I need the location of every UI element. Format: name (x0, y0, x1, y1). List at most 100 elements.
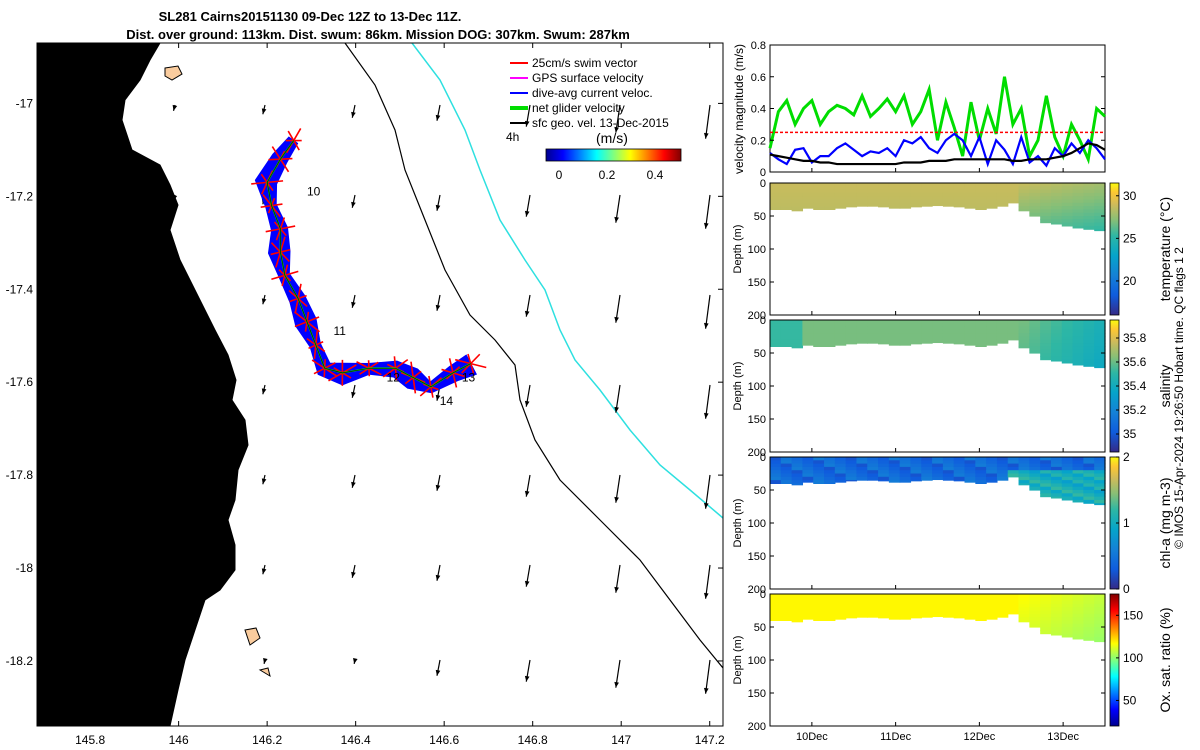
section-cell (964, 333, 976, 338)
section-cell (996, 333, 1009, 338)
section-cell (1072, 496, 1084, 501)
section-cell (1072, 620, 1084, 625)
section-cell (1040, 490, 1052, 494)
section-cell (932, 183, 944, 187)
section-cell (996, 463, 1009, 468)
section-cell (824, 617, 836, 621)
section-cell (1072, 617, 1084, 621)
geo-arrow (261, 564, 267, 575)
section-cell (824, 186, 836, 191)
section-cell (1061, 496, 1074, 501)
section-cell (899, 189, 912, 194)
section-cell (1094, 617, 1106, 621)
section-cell (1083, 610, 1095, 615)
geo-arrow-head (435, 394, 441, 401)
section-cell (791, 473, 804, 478)
section-cell (1029, 597, 1041, 602)
section-cell (953, 320, 966, 324)
swim-vector (311, 359, 326, 369)
section-cell (802, 476, 814, 481)
section-cell (1050, 480, 1063, 484)
section-cell (986, 202, 998, 207)
section-cell (899, 597, 912, 602)
section-cell (878, 183, 890, 187)
section-cell (791, 457, 804, 461)
section-cell (1007, 333, 1020, 338)
geo-arrow (435, 104, 441, 121)
section-cell (1072, 323, 1084, 328)
section-cell (834, 470, 847, 475)
geo-arrow-shaft (704, 659, 711, 694)
section-cell (996, 457, 1009, 461)
section-cell (975, 610, 987, 615)
swim-vector (455, 358, 471, 365)
section-cell (942, 473, 955, 478)
section-cell (1018, 457, 1030, 461)
section-cell (845, 607, 858, 612)
section-cell (878, 186, 890, 191)
section-cell (856, 460, 868, 465)
section-cell (899, 339, 912, 344)
section-cell (1061, 222, 1074, 227)
section-cell (1040, 326, 1052, 331)
section-cell (770, 202, 782, 207)
section-cell (1007, 460, 1020, 465)
section-cell (845, 329, 858, 334)
swim-vector (279, 251, 290, 263)
section-cell (986, 199, 998, 204)
section-cell (888, 617, 901, 620)
section-cell (942, 336, 955, 341)
section-cell (932, 199, 944, 204)
y-tick-label: -17.4 (6, 282, 34, 296)
geo-velocity-arrows (172, 104, 711, 694)
section-cell (780, 473, 793, 478)
section-cell (878, 613, 890, 618)
section-cell (1072, 343, 1084, 347)
colorbar-unit-label: (m/s) (596, 130, 628, 146)
geo-arrow-head (703, 412, 709, 419)
section-cell (1040, 483, 1052, 488)
swim-vector (448, 358, 454, 374)
section-cell (1061, 623, 1074, 628)
section-cell (824, 189, 836, 194)
geo-arrow-shaft (704, 104, 711, 139)
section-cell (953, 610, 966, 615)
section-cell (1040, 473, 1052, 478)
section-cell (1040, 196, 1052, 201)
section-cell (878, 326, 890, 331)
section-cell (996, 594, 1009, 598)
section-cell (1040, 623, 1052, 628)
section-cell (1007, 199, 1020, 204)
section-cell (791, 483, 804, 486)
legend-geo-label: sfc geo. vel. 13-Dec-2015 (532, 116, 669, 130)
section-cell (867, 460, 879, 465)
section-cell (953, 603, 966, 608)
section-cell (910, 466, 922, 471)
section-cell (975, 480, 987, 484)
section-cell (867, 202, 879, 207)
colorbar-tick-label: 35.8 (1123, 331, 1147, 345)
x-tick-label: 146.8 (518, 733, 548, 747)
section-cell (1061, 333, 1074, 338)
section-cell (1083, 493, 1095, 498)
section-cell (1094, 183, 1106, 187)
section-cell (964, 603, 976, 608)
section-cell (802, 199, 814, 204)
section-cell (1094, 206, 1106, 210)
section-cell (1072, 320, 1084, 324)
section-cell (1094, 627, 1106, 631)
section-cell (1083, 620, 1095, 625)
colorbar-tick-label: 100 (1123, 651, 1143, 665)
section-cell (813, 607, 825, 612)
section-cell (780, 329, 793, 334)
section-cell (1083, 183, 1095, 187)
velocity-y-tick-label: 0.2 (751, 135, 766, 147)
colorbar-tick-label: 25 (1123, 231, 1137, 245)
section-cell (942, 329, 955, 334)
section-cell (996, 466, 1009, 471)
section-cell (1072, 349, 1084, 354)
section-cell (813, 603, 825, 608)
section-cell (1018, 460, 1030, 465)
section-cell (802, 613, 814, 618)
section-cell (824, 603, 836, 608)
